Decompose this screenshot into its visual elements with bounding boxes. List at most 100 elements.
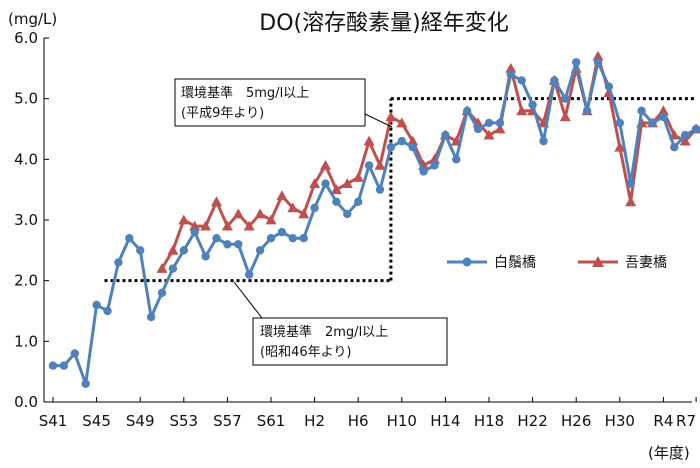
x-tick-label: H30 xyxy=(605,412,635,430)
data-point xyxy=(178,214,190,225)
annotation-5mg-line1: 環境基準 5mg/l以上 xyxy=(181,85,309,101)
data-point xyxy=(483,129,495,140)
y-tick-label: 1.0 xyxy=(14,332,38,350)
data-point xyxy=(559,111,571,122)
data-point xyxy=(189,220,201,231)
data-point xyxy=(572,58,581,67)
reference-lines xyxy=(104,97,694,283)
x-tick-label: S41 xyxy=(39,412,68,430)
annotation-5mg-box xyxy=(174,78,366,127)
data-point xyxy=(310,203,319,213)
x-tick-label: R7 xyxy=(676,412,696,430)
data-point xyxy=(681,130,690,140)
data-point xyxy=(407,135,419,146)
data-point xyxy=(59,361,69,370)
chart-title: DO(溶存酸素量)経年変化 xyxy=(259,11,508,36)
data-point xyxy=(648,118,657,128)
y-tick-label: 0.0 xyxy=(14,393,38,411)
data-point xyxy=(517,76,526,85)
data-point xyxy=(506,70,515,79)
data-point xyxy=(167,244,179,255)
x-tick-label: S49 xyxy=(126,412,155,430)
data-point xyxy=(221,220,233,231)
data-point xyxy=(604,82,614,91)
y-tick-label: 5.0 xyxy=(14,90,38,108)
data-point xyxy=(212,234,221,243)
data-point xyxy=(48,361,58,370)
data-point xyxy=(691,124,700,134)
data-point xyxy=(330,184,342,195)
legend-series1-marker xyxy=(462,257,472,267)
data-point xyxy=(254,208,266,219)
data-point xyxy=(299,234,308,243)
data-point xyxy=(593,58,603,67)
data-point xyxy=(276,190,288,201)
data-point xyxy=(625,196,637,207)
data-point xyxy=(234,240,243,249)
data-point xyxy=(396,117,408,128)
data-point xyxy=(255,246,265,255)
data-point xyxy=(430,161,439,170)
data-point xyxy=(190,227,199,237)
data-point xyxy=(232,208,244,219)
data-point xyxy=(385,111,397,122)
annotation-2mg-line1: 環境基準 2mg/l以上 xyxy=(260,324,388,340)
data-point xyxy=(615,118,624,128)
y-axis-unit: (mg/L) xyxy=(8,10,57,28)
x-tick-label: S53 xyxy=(169,412,198,430)
x-ticks: S41 S45 S49 S53 S57 S61 H2 H6 H10 H14 H18 H22 H26 H30… xyxy=(39,397,697,430)
legend-series2-marker xyxy=(592,256,604,267)
data-point xyxy=(582,106,592,116)
legend-series2-label: 吾妻橋 xyxy=(625,255,667,271)
data-point xyxy=(539,136,548,146)
series-group xyxy=(48,50,700,388)
data-point xyxy=(679,135,691,146)
data-point xyxy=(516,105,528,116)
data-point xyxy=(321,179,330,188)
x-tick-label: S61 xyxy=(257,412,286,430)
y-ticks: 0.0 1.0 2.0 3.0 4.0 5.0 6.0 xyxy=(14,29,49,411)
legend: 白鬚橋 吾妻橋 xyxy=(447,255,667,271)
data-point xyxy=(354,197,363,206)
data-point xyxy=(528,100,537,109)
annotation-5mg: 環境基準 5mg/l以上 (平成9年より) xyxy=(174,78,393,128)
data-point xyxy=(157,288,167,297)
data-point xyxy=(657,105,669,116)
data-point xyxy=(341,178,353,188)
y-tick-label: 6.0 xyxy=(14,29,38,47)
data-point xyxy=(659,112,668,122)
data-point xyxy=(494,123,506,134)
data-point xyxy=(397,136,406,146)
data-point xyxy=(243,220,255,231)
annotation-5mg-line2: (平成9年より) xyxy=(181,106,264,121)
x-tick-label: H2 xyxy=(304,412,325,430)
data-point xyxy=(146,312,156,322)
x-tick-label: S57 xyxy=(213,412,242,430)
x-axis-unit: (年度) xyxy=(648,444,690,462)
annotation-2mg-box xyxy=(252,317,448,366)
data-point xyxy=(626,179,635,188)
data-point xyxy=(320,159,331,170)
x-tick-label: H26 xyxy=(561,412,591,430)
data-point xyxy=(211,196,222,207)
data-point xyxy=(637,106,646,116)
data-point xyxy=(408,143,417,152)
x-tick-label: H10 xyxy=(387,412,417,430)
data-point xyxy=(505,62,517,73)
data-point xyxy=(168,264,178,273)
data-point xyxy=(473,124,483,134)
data-point xyxy=(103,306,112,316)
data-point xyxy=(70,349,80,358)
data-point xyxy=(114,258,123,267)
data-point xyxy=(550,76,559,85)
data-point xyxy=(386,143,396,152)
data-point xyxy=(561,94,570,103)
data-point xyxy=(352,172,364,182)
data-point xyxy=(374,159,386,170)
data-point xyxy=(298,208,310,219)
data-point xyxy=(81,379,90,388)
y-tick-label: 3.0 xyxy=(14,211,38,229)
data-point xyxy=(200,220,212,231)
data-point xyxy=(364,161,374,170)
